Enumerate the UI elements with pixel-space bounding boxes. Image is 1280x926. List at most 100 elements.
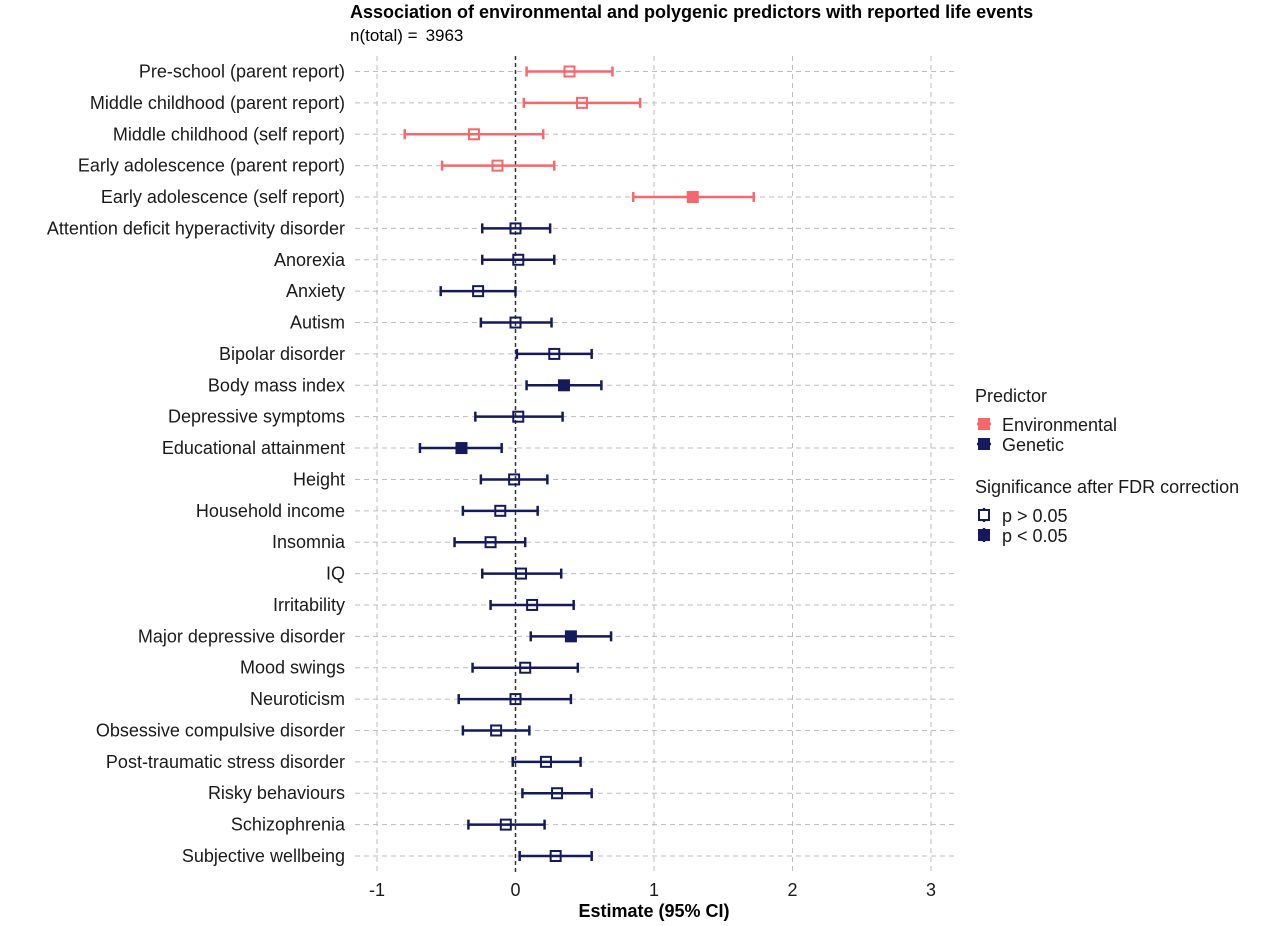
y-tick-label: Autism — [290, 313, 345, 333]
estimate-point — [509, 316, 522, 329]
y-tick-label: Risky behaviours — [208, 783, 345, 803]
estimate-row — [525, 379, 603, 392]
estimate-point — [575, 96, 588, 109]
estimate-row — [525, 65, 614, 78]
estimate-point — [539, 755, 552, 768]
y-tick-label: Early adolescence (self report) — [101, 187, 345, 207]
subtitle-value: 3963 — [426, 26, 464, 45]
estimate-row — [481, 222, 552, 235]
y-tick-label: Attention deficit hyperactivity disorder — [47, 218, 345, 238]
y-tick-label: Post-traumatic stress disorder — [106, 752, 345, 772]
estimate-point — [467, 128, 480, 141]
chart-title: Association of environmental and polygen… — [350, 2, 1033, 22]
y-tick-label: Anorexia — [274, 250, 346, 270]
estimate-row — [511, 755, 582, 768]
estimate-row — [481, 567, 563, 580]
y-tick-label: Subjective wellbeing — [182, 846, 345, 866]
estimate-row — [457, 693, 573, 706]
y-tick-label: Depressive symptoms — [168, 407, 345, 427]
estimate-row — [479, 473, 549, 486]
legend-label: Genetic — [1002, 435, 1064, 455]
y-tick-label: Bipolar disorder — [219, 344, 345, 364]
x-gridlines — [376, 56, 932, 872]
estimate-point — [519, 661, 532, 674]
y-tick-label: Middle childhood (self report) — [113, 124, 345, 144]
estimate-point — [491, 159, 504, 172]
y-tick-label: Neuroticism — [250, 689, 345, 709]
estimate-row — [529, 630, 613, 643]
estimate-point — [551, 787, 564, 800]
estimate-point — [509, 222, 522, 235]
estimate-row — [439, 285, 517, 298]
estimate-row — [440, 159, 556, 172]
x-tick-label: 3 — [926, 880, 936, 900]
y-tick-label: Early adolescence (parent report) — [78, 156, 345, 176]
estimate-marks — [403, 65, 755, 862]
estimate-row — [631, 191, 755, 204]
x-axis-title: Estimate (95% CI) — [578, 901, 729, 921]
estimate-point — [548, 347, 561, 360]
estimate-point — [490, 724, 503, 737]
estimate-row — [479, 316, 553, 329]
estimate-point — [512, 410, 525, 423]
estimate-row — [461, 724, 531, 737]
estimate-row — [474, 410, 564, 423]
estimate-point — [472, 285, 485, 298]
x-axis-ticks: -1 0 1 2 3 — [369, 880, 936, 900]
estimate-point — [512, 253, 525, 266]
estimate-row — [522, 96, 642, 109]
subtitle-label: n(total) = — [350, 26, 418, 45]
estimate-point — [509, 693, 522, 706]
estimate-point — [526, 598, 539, 611]
y-tick-label: Household income — [196, 501, 345, 521]
y-tick-label: Middle childhood (parent report) — [90, 93, 345, 113]
y-axis-labels: Pre-school (parent report) Middle childho… — [47, 62, 346, 867]
y-tick-label: IQ — [326, 564, 345, 584]
y-tick-label: Pre-school (parent report) — [139, 62, 345, 82]
estimate-point-significant — [455, 442, 468, 455]
legend-label: p > 0.05 — [1002, 506, 1068, 526]
estimate-point — [515, 567, 528, 580]
y-tick-label: Educational attainment — [162, 438, 345, 458]
y-tick-label: Body mass index — [208, 375, 345, 395]
legend-key-significant — [978, 529, 990, 541]
estimate-row — [481, 253, 556, 266]
y-tick-label: Obsessive compulsive disorder — [96, 720, 345, 740]
legend-label: Environmental — [1002, 415, 1117, 435]
legend-significance-entries: p > 0.05p < 0.05 — [978, 506, 1068, 546]
y-tick-label: Insomnia — [272, 532, 346, 552]
y-tick-label: Mood swings — [240, 658, 345, 678]
y-gridlines — [355, 71, 955, 857]
estimate-row — [489, 598, 575, 611]
legend-label: p < 0.05 — [1002, 526, 1068, 546]
y-tick-label: Anxiety — [286, 281, 345, 301]
x-tick-label: 0 — [510, 880, 520, 900]
estimate-point — [499, 818, 512, 831]
estimate-point — [508, 473, 521, 486]
estimate-row — [518, 850, 593, 862]
estimate-row — [467, 818, 546, 831]
estimate-row — [515, 347, 593, 360]
y-tick-label: Irritability — [273, 595, 345, 615]
y-tick-label: Height — [293, 469, 345, 489]
estimate-row — [418, 442, 503, 455]
x-tick-label: 1 — [649, 880, 659, 900]
estimate-point-significant — [686, 191, 699, 204]
legend-key-nonsignificant — [978, 509, 990, 521]
x-tick-label: 2 — [787, 880, 797, 900]
estimate-point — [494, 504, 507, 517]
x-tick-label: -1 — [369, 880, 385, 900]
legend-predictor-title: Predictor — [975, 386, 1047, 406]
legend-significance-title: Significance after FDR correction — [975, 477, 1239, 497]
estimate-point — [549, 850, 562, 862]
estimate-point — [484, 536, 497, 549]
estimate-row — [403, 128, 545, 141]
estimate-point-significant — [557, 379, 570, 392]
y-tick-label: Schizophrenia — [231, 815, 346, 835]
estimate-row — [461, 504, 539, 517]
estimate-row — [471, 661, 580, 674]
estimate-point-significant — [564, 630, 577, 643]
